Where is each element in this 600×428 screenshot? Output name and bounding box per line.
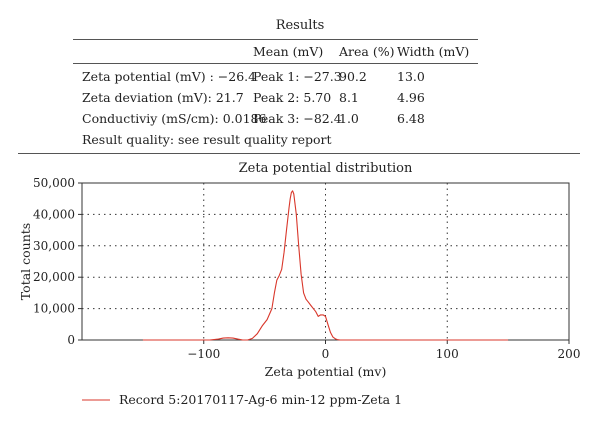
row-conductivity-label: Conductiviy (mS/cm): 0.0186 xyxy=(82,111,267,126)
results-title: Results xyxy=(275,18,325,33)
row-conductivity-peak: Peak 3: −82.4 xyxy=(253,111,342,126)
row-zeta-potential-width: 13.0 xyxy=(397,69,425,84)
row-zeta-deviation-peak: Peak 2: 5.70 xyxy=(253,90,332,105)
column-header-width: Width (mV) xyxy=(397,44,470,59)
column-header-mean: Mean (mV) xyxy=(253,44,324,59)
row-zeta-deviation-label: Zeta deviation (mV): 21.7 xyxy=(82,90,244,105)
results-table-header-rule xyxy=(73,63,478,64)
zeta-potential-distribution-chart: Zeta potential distribution 0 10,000 20,000… xyxy=(18,161,581,407)
result-quality-text: Result quality: see result quality repor… xyxy=(82,132,332,147)
chart-title: Zeta potential distribution xyxy=(239,161,413,176)
section-divider xyxy=(18,153,580,154)
row-zeta-deviation-width: 4.96 xyxy=(397,90,425,105)
x-tick-label-0: −100 xyxy=(187,347,220,361)
y-tick-label-0: 0 xyxy=(67,333,75,347)
series-line-0 xyxy=(142,190,509,341)
row-zeta-deviation-area: 8.1 xyxy=(339,90,359,105)
row-conductivity-width: 6.48 xyxy=(397,111,425,126)
x-tick-label-1: 0 xyxy=(322,347,330,361)
y-tick-label-5: 50,000 xyxy=(33,176,75,190)
row-zeta-potential-area: 90.2 xyxy=(339,69,367,84)
x-tick-label-2: 100 xyxy=(436,347,459,361)
y-tick-label-1: 10,000 xyxy=(33,302,75,316)
x-axis-label: Zeta potential (mv) xyxy=(265,364,387,379)
y-tick-label-2: 20,000 xyxy=(33,270,75,284)
row-zeta-potential-peak: Peak 1: −27.3 xyxy=(253,69,342,84)
legend-label-0: Record 5:20170117-Ag-6 min-12 ppm-Zeta 1 xyxy=(119,392,402,407)
row-conductivity-area: 1.0 xyxy=(339,111,359,126)
y-tick-label-3: 30,000 xyxy=(33,239,75,253)
column-header-area: Area (%) xyxy=(339,44,395,59)
results-table-top-rule xyxy=(73,39,478,40)
row-zeta-potential-label: Zeta potential (mV) : −26.4 xyxy=(82,69,257,84)
y-axis-label: Total counts xyxy=(18,223,33,300)
y-tick-label-4: 40,000 xyxy=(33,207,75,221)
x-tick-label-3: 200 xyxy=(558,347,581,361)
